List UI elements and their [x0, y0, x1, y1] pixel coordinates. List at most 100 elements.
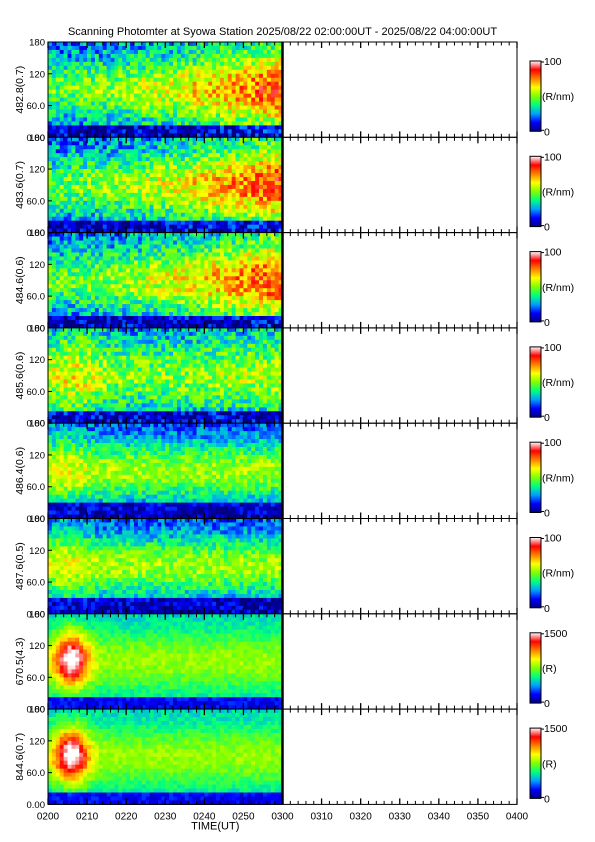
heatmap-cell — [208, 248, 213, 253]
heatmap-cell — [204, 228, 209, 234]
heatmap-cell — [102, 69, 108, 75]
heatmap-cell — [180, 256, 186, 261]
heatmap-cell — [196, 296, 201, 301]
heatmap-cell — [231, 149, 237, 154]
heatmap-cell — [176, 45, 182, 51]
heatmap-cell — [126, 161, 131, 166]
heatmap-cell — [169, 169, 174, 174]
heatmap-cell — [266, 232, 272, 238]
heatmap-cell — [165, 319, 170, 325]
heatmap-cell — [231, 296, 237, 301]
heatmap-cell — [165, 280, 170, 285]
heatmap-cell — [223, 89, 229, 95]
heatmap-cell — [235, 129, 241, 134]
heatmap-cell — [55, 177, 61, 182]
heatmap-cell — [184, 97, 190, 103]
heatmap-cell — [98, 141, 104, 146]
heatmap-cell — [87, 61, 92, 67]
heatmap-cell — [243, 319, 248, 325]
heatmap-cell — [55, 284, 61, 289]
heatmap-cell — [223, 236, 229, 242]
heatmap-cell — [83, 228, 88, 234]
heatmap-cell — [130, 161, 135, 166]
heatmap-cell — [219, 208, 225, 214]
heatmap-cell — [110, 300, 115, 305]
heatmap-cell — [169, 117, 174, 122]
heatmap-cell — [180, 319, 186, 325]
heatmap-cell — [173, 81, 178, 87]
heatmap-cell — [239, 109, 244, 114]
heatmap-cell — [200, 220, 205, 226]
heatmap-cell — [110, 129, 115, 134]
heatmap-cell — [55, 161, 61, 166]
heatmap-cell — [192, 319, 198, 325]
heatmap-cell — [79, 157, 84, 162]
heatmap-cell — [87, 45, 92, 51]
heatmap-cell — [208, 105, 213, 110]
heatmap-cell — [90, 109, 96, 114]
heatmap-cell — [239, 49, 244, 55]
heatmap-cell — [219, 45, 225, 51]
heatmap-cell — [235, 252, 241, 257]
heatmap-cell — [200, 105, 205, 110]
heatmap-cell — [94, 81, 100, 87]
heatmap-cell — [219, 216, 225, 222]
heatmap-cell — [165, 53, 170, 59]
heatmap-cell — [192, 57, 198, 63]
heatmap-cell — [219, 85, 225, 91]
heatmap-cell — [55, 125, 61, 130]
heatmap-cell — [227, 232, 233, 238]
heatmap-cell — [262, 248, 268, 253]
heatmap-cell — [219, 204, 225, 210]
heatmap-cell — [188, 93, 194, 99]
heatmap-cell — [188, 161, 194, 166]
heatmap-cell — [106, 153, 112, 158]
heatmap-cell — [94, 121, 100, 126]
heatmap-cell — [165, 177, 170, 182]
heatmap-cell — [157, 113, 162, 118]
heatmap-cell — [48, 97, 53, 103]
heatmap-cell — [94, 256, 100, 261]
heatmap-cell — [83, 153, 88, 158]
heatmap-cell — [184, 57, 190, 63]
heatmap-cell — [196, 300, 201, 305]
heatmap-cell — [130, 169, 135, 174]
y-tick-label: 60.0 — [27, 196, 46, 207]
heatmap-cell — [59, 129, 65, 134]
heatmap-cell — [243, 77, 248, 83]
heatmap-cell — [204, 252, 209, 257]
heatmap-cell — [251, 256, 256, 261]
heatmap-cell — [247, 315, 252, 321]
heatmap-cell — [87, 184, 92, 190]
heatmap-cell — [48, 81, 53, 87]
heatmap-cell — [180, 161, 186, 166]
heatmap-cell — [208, 97, 213, 103]
heatmap-cell — [79, 355, 84, 361]
heatmap-cell — [71, 308, 76, 313]
heatmap-cell — [274, 133, 280, 138]
heatmap-cell — [219, 173, 225, 178]
heatmap-cell — [180, 129, 186, 134]
heatmap-cell — [196, 272, 201, 277]
heatmap-cell — [48, 169, 53, 174]
heatmap-cell — [216, 129, 221, 134]
heatmap-cell — [176, 208, 182, 214]
heatmap-cell — [141, 319, 147, 325]
heatmap-cell — [90, 177, 96, 182]
heatmap-cell — [122, 292, 127, 297]
heatmap-cell — [266, 212, 272, 218]
heatmap-cell — [266, 256, 272, 261]
heatmap-cell — [98, 69, 104, 75]
heatmap-cell — [102, 97, 108, 103]
heatmap-cell — [262, 73, 268, 79]
heatmap-cell — [145, 308, 151, 313]
heatmap-cell — [51, 61, 57, 67]
heatmap-cell — [223, 319, 229, 325]
heatmap-cell — [141, 89, 147, 95]
heatmap-cell — [55, 93, 61, 99]
heatmap-cell — [87, 300, 92, 305]
heatmap-cell — [149, 49, 155, 55]
heatmap-cell — [165, 308, 170, 313]
heatmap-cell — [243, 304, 248, 309]
heatmap-cell — [122, 220, 127, 226]
